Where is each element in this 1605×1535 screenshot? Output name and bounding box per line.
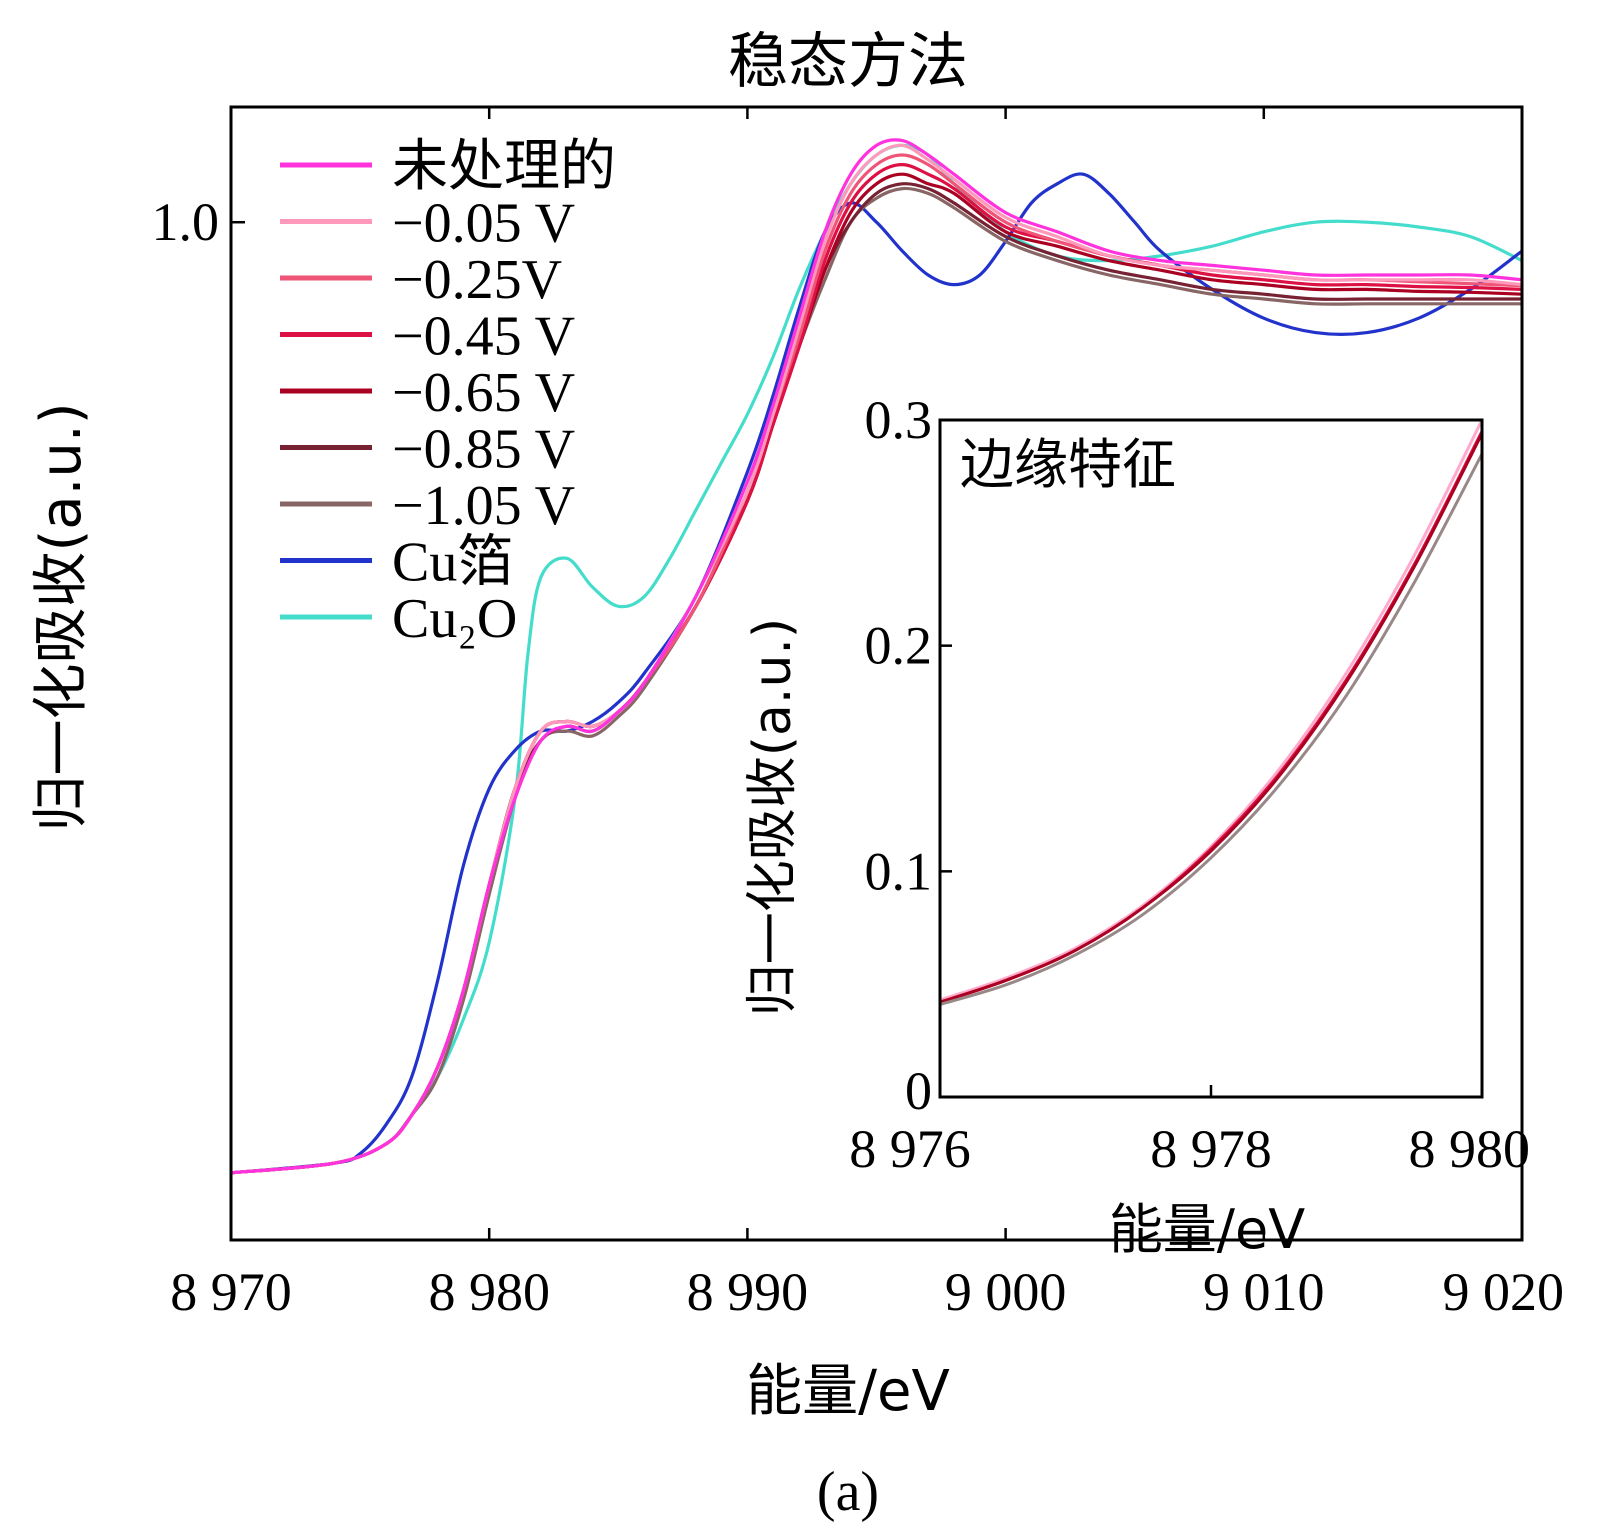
inset-x-axis-label: 能量/eV <box>1109 1198 1305 1261</box>
x-axis-label: 能量/eV <box>746 1359 950 1424</box>
x-tick-label: 9 000 <box>945 1262 1067 1322</box>
inset-y-tick-label: 0.1 <box>865 841 933 901</box>
legend-label: −1.05 V <box>392 475 575 537</box>
x-tick-label: 8 990 <box>687 1262 809 1322</box>
legend: 未处理的−0.05 V−0.25V−0.45 V−0.65 V−0.85 V−1… <box>280 134 616 650</box>
inset-y-tick-label: 0.3 <box>865 390 933 450</box>
main-plot-frame <box>229 105 1524 1242</box>
x-tick-label: 9 010 <box>1203 1262 1325 1322</box>
main-plot-area: 8 970 8 980 8 990 9 000 9 010 9 020 1.0 <box>152 105 1565 1322</box>
inset-series-0-line <box>940 420 1482 1002</box>
figure-caption: (a) <box>817 1461 879 1523</box>
inset-series-3-line <box>940 453 1482 1006</box>
inset-y-tick-label: 0.2 <box>865 616 933 676</box>
inset-series-2-line <box>940 432 1482 1004</box>
chart-title: 稳态方法 <box>728 27 968 97</box>
inset-x-tick-label: 8 980 <box>1409 1119 1531 1179</box>
inset-y-axis-label: 归一化吸收(a.u.) <box>743 618 803 1016</box>
inset-background <box>940 420 1482 1097</box>
inset-x-tick-label: 8 978 <box>1150 1119 1272 1179</box>
x-tick-label: 8 980 <box>428 1262 550 1322</box>
legend-label: −0.45 V <box>392 306 575 368</box>
y-axis-label: 归一化吸收(a.u.) <box>29 402 94 831</box>
series-8-cu-o-line <box>231 143 1522 1175</box>
x-tick-label: 8 970 <box>170 1262 292 1322</box>
inset-series-lines <box>940 420 1482 1006</box>
legend-label: Cu₂O <box>392 588 517 650</box>
inset-x-tick-label: 8 976 <box>849 1119 971 1179</box>
y-tick-label: 1.0 <box>152 192 220 252</box>
legend-label: −0.25V <box>392 249 562 311</box>
legend-label: −0.85 V <box>392 419 575 481</box>
legend-label: 未处理的 <box>392 134 616 199</box>
legend-label: Cu箔 <box>392 532 513 594</box>
inset-y-tick-label: 0 <box>905 1061 932 1121</box>
legend-label: −0.05 V <box>392 193 575 255</box>
legend-label: −0.65 V <box>392 362 575 424</box>
inset-title: 边缘特征 <box>960 433 1176 496</box>
main-series-lines <box>231 138 1522 1175</box>
x-tick-label: 9 020 <box>1443 1262 1565 1322</box>
inset-plot-area: 8 976 8 978 8 980 0 0.1 0.2 0.3 <box>849 390 1530 1179</box>
series-0-line <box>231 138 1522 1175</box>
